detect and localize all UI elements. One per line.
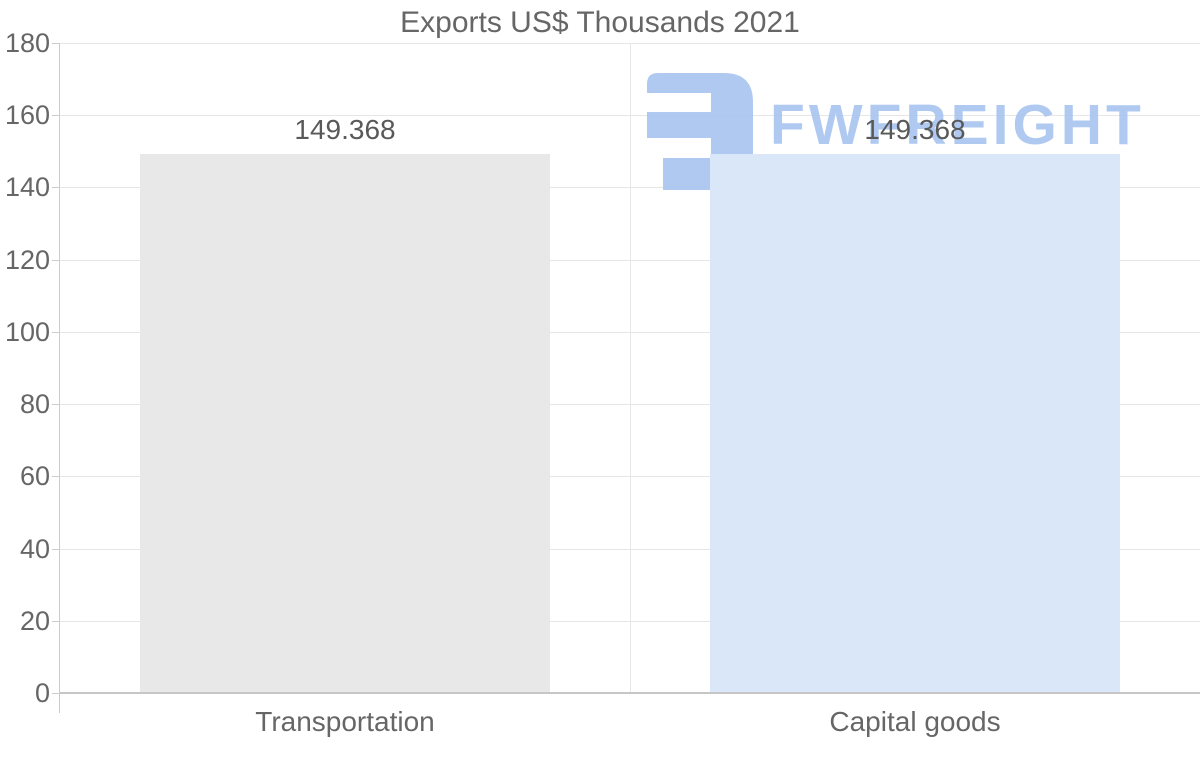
x-axis-label-capital-goods: Capital goods (829, 706, 1001, 737)
y-axis-label-20: 20 (19, 606, 50, 636)
y-axis-label-120: 120 (4, 245, 50, 275)
value-label-capital-goods: 149.368 (864, 114, 966, 145)
y-axis-label-140: 140 (4, 172, 50, 202)
y-tick-180 (52, 43, 60, 44)
y-axis-label-60: 60 (19, 461, 50, 491)
y-tick-160 (52, 115, 60, 116)
y-axis-line (59, 43, 60, 713)
y-tick-40 (52, 549, 60, 550)
y-axis-label-180: 180 (4, 28, 50, 58)
y-tick-140 (52, 187, 60, 188)
y-tick-80 (52, 404, 60, 405)
value-label-transportation: 149.368 (294, 114, 396, 145)
chart-title: Exports US$ Thousands 2021 (400, 6, 800, 39)
bar-transportation[interactable] (140, 153, 550, 692)
x-axis-label-transportation: Transportation (255, 706, 435, 737)
y-tick-120 (52, 260, 60, 261)
watermark-text: FWFREIGHT (770, 93, 1145, 157)
y-tick-20 (52, 621, 60, 622)
y-tick-100 (52, 332, 60, 333)
bar-capital-goods[interactable] (710, 153, 1120, 692)
y-tick-60 (52, 476, 60, 477)
x-gridline-1 (630, 43, 631, 692)
y-axis-label-100: 100 (4, 317, 50, 347)
y-axis-label-0: 0 (34, 678, 50, 708)
y-tick-0 (52, 693, 60, 694)
y-axis-label-160: 160 (4, 100, 50, 130)
y-axis-label-40: 40 (19, 534, 50, 564)
x-axis-line (60, 692, 1200, 694)
y-axis-label-80: 80 (19, 389, 50, 419)
